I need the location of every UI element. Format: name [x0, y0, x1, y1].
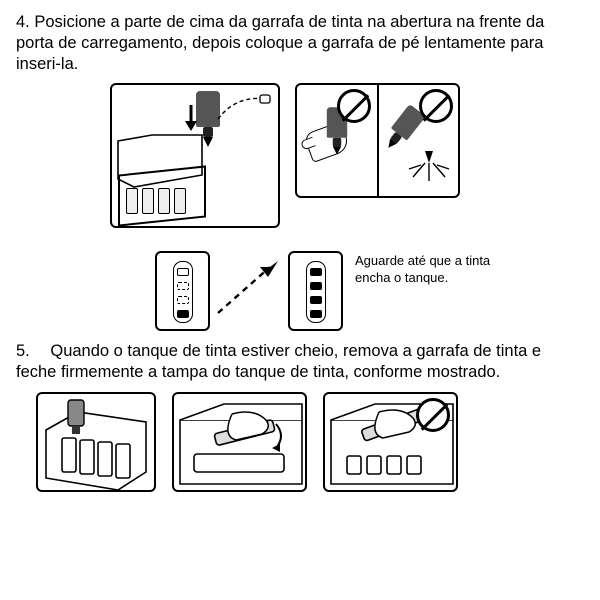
arrow-diag-icon	[210, 251, 290, 331]
step4-figure: Aguarde até que a tinta encha o tanque.	[80, 83, 520, 333]
step4-text: 4. Posicione a parte de cima da garrafa …	[16, 12, 584, 75]
step4-caption: Aguarde até que a tinta encha o tanque.	[355, 253, 510, 286]
step5-text: 5. Quando o tanque de tinta estiver chei…	[16, 341, 584, 383]
step5-figure	[36, 392, 584, 492]
panel-do-not	[295, 83, 460, 198]
do-not-tilt	[377, 85, 459, 196]
panel-level-full	[288, 251, 343, 331]
arrow-down-icon	[184, 103, 198, 133]
instruction-page: 4. Posicione a parte de cima da garrafa …	[0, 0, 600, 500]
panel-insert-bottle	[110, 83, 280, 228]
prohibited-icon	[337, 89, 371, 123]
prohibited-icon	[419, 89, 453, 123]
do-not-squeeze	[297, 85, 377, 196]
prohibited-icon	[416, 398, 450, 432]
step5-body: Quando o tanque de tinta estiver cheio, …	[16, 342, 541, 381]
step4-number: 4.	[16, 13, 30, 31]
step4-body: Posicione a parte de cima da garrafa de …	[16, 13, 544, 73]
panel-close-lid	[172, 392, 307, 492]
panel-remove-bottle	[36, 392, 156, 492]
panel-level-empty	[155, 251, 210, 331]
panel-close-wrong	[323, 392, 458, 492]
step5-number: 5.	[16, 342, 30, 360]
